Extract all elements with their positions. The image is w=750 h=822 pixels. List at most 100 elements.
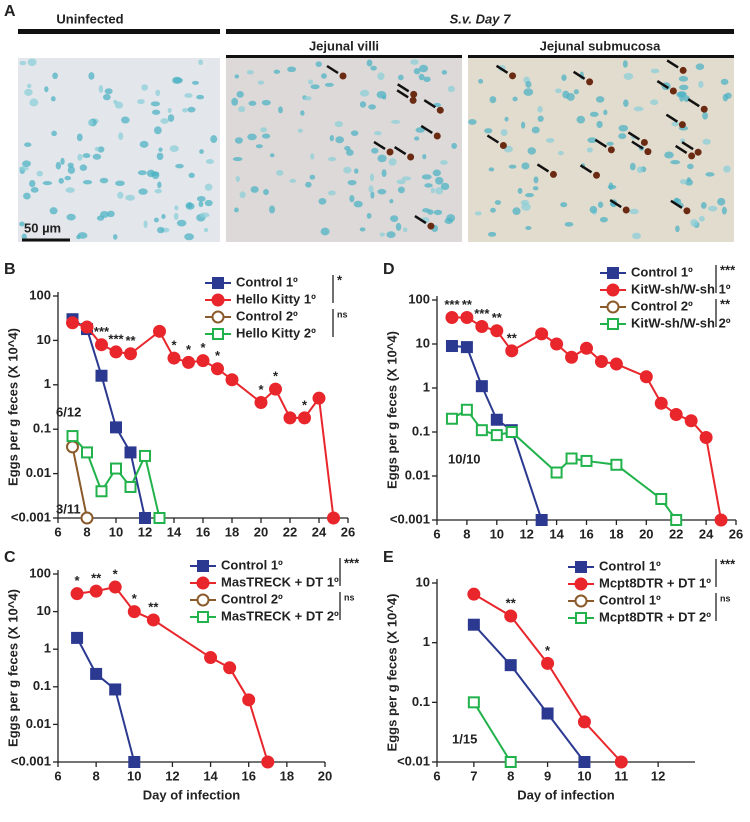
cell: [169, 145, 179, 153]
marker: [110, 421, 122, 434]
cell: [173, 212, 179, 221]
cell: [334, 121, 343, 128]
cell: [196, 94, 205, 100]
cell: [359, 89, 370, 97]
cell: [29, 179, 36, 188]
y-tick-label: 0.01: [26, 716, 51, 731]
stained-cell: [386, 148, 394, 156]
arrow: [486, 134, 500, 144]
cell: [76, 234, 81, 240]
cell: [30, 187, 39, 193]
y-axis-label: Eggs per g feces (X 10^4): [5, 589, 20, 747]
significance: ***: [94, 324, 110, 339]
cell: [196, 195, 206, 202]
significance: ***: [108, 331, 124, 346]
arrow: [594, 138, 608, 148]
marker: [535, 514, 548, 526]
cell: [305, 181, 312, 188]
x-tick-label: 6: [433, 526, 440, 541]
panel-label: C: [4, 549, 16, 566]
cell: [419, 64, 429, 73]
cell: [377, 188, 387, 195]
cell: [24, 142, 32, 147]
cell: [67, 166, 76, 174]
significance: **: [492, 310, 503, 325]
x-tick-label: 6: [54, 524, 61, 539]
stained-cell: [700, 105, 708, 113]
cell: [597, 201, 604, 209]
cell: [698, 80, 704, 89]
x-tick-label: 10: [109, 524, 123, 539]
cell: [397, 74, 404, 81]
cell: [359, 227, 366, 232]
cell: [382, 95, 387, 100]
stained-cell: [593, 171, 601, 179]
cell: [156, 152, 164, 161]
marker: [254, 395, 268, 409]
cell: [603, 109, 608, 116]
marker: [669, 407, 683, 421]
y-tick-label: <0.01: [397, 753, 430, 768]
x-tick-label: 8: [83, 524, 90, 539]
cell: [532, 186, 539, 191]
cell: [546, 137, 555, 143]
marker: [312, 391, 326, 405]
sig-label: *: [337, 272, 343, 287]
series-line: [76, 637, 136, 763]
y-tick-label: 10: [37, 332, 51, 347]
cell: [343, 166, 352, 174]
legend-label: Control 2º: [236, 308, 298, 323]
marker: [128, 756, 141, 768]
legend-label: Control 2º: [221, 591, 283, 606]
marker: [505, 344, 519, 358]
cell: [700, 202, 707, 209]
significance: *: [113, 566, 119, 581]
significance: *: [215, 348, 221, 363]
cell: [27, 58, 37, 67]
cell: [354, 168, 359, 174]
cell: [468, 118, 477, 125]
cell: [720, 78, 729, 85]
stained-cell: [433, 132, 441, 140]
cell: [414, 136, 420, 141]
y-tick-label: 0.01: [405, 467, 430, 482]
x-tick-label: 18: [280, 768, 294, 783]
cell: [512, 207, 521, 215]
marker: [460, 311, 474, 325]
cell: [257, 80, 265, 85]
marker: [204, 651, 218, 665]
marker: [95, 338, 108, 352]
cell: [117, 191, 124, 199]
significance: *: [273, 369, 279, 384]
x-axis-label: Day of infection: [517, 787, 615, 802]
cell: [708, 205, 718, 212]
cell: [353, 200, 363, 208]
cell: [377, 72, 385, 81]
arrow: [326, 64, 339, 75]
marker: [109, 345, 123, 359]
cell: [64, 175, 72, 181]
legend-label: Control 1º: [236, 274, 298, 289]
cell: [447, 85, 455, 93]
legend-marker: [574, 577, 588, 591]
cell: [82, 153, 91, 159]
arrow: [396, 89, 409, 99]
cell: [401, 176, 412, 181]
arrow: [674, 144, 688, 154]
cell: [389, 198, 394, 204]
cell: [99, 177, 109, 184]
cell: [633, 106, 644, 112]
marker: [467, 587, 481, 601]
cell: [371, 147, 379, 154]
cell: [350, 130, 359, 136]
arrow: [414, 215, 427, 225]
header-bar: [226, 29, 734, 34]
x-tick-label: 20: [254, 524, 268, 539]
significance: ***: [474, 306, 490, 321]
y-tick-label: 0.1: [33, 678, 51, 693]
axes: [57, 570, 325, 763]
cell: [435, 187, 444, 195]
sig-label: ***: [720, 262, 736, 277]
marker: [124, 446, 137, 459]
